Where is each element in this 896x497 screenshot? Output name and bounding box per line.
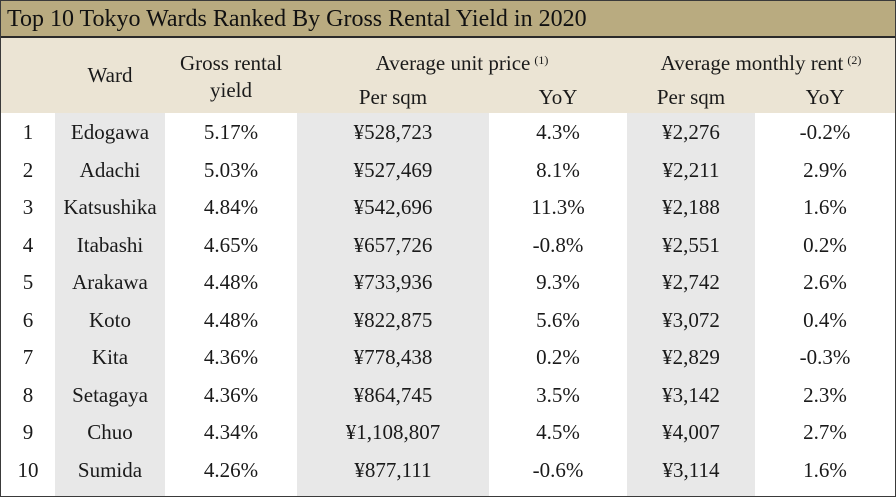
cell-price: ¥733,936	[353, 270, 433, 294]
cell-rent: ¥3,142	[662, 382, 720, 407]
rent-column-bg	[627, 113, 755, 496]
cell-price: ¥528,723	[353, 120, 433, 144]
cell-price-yoy: -0.6%	[532, 457, 584, 482]
cell-ward: Katsushika	[63, 195, 157, 219]
cell-ward: Setagaya	[72, 382, 148, 407]
cell-price-yoy: 4.5%	[536, 420, 580, 444]
cell-price: ¥527,469	[353, 157, 433, 182]
cell-ward: Arakawa	[72, 270, 148, 294]
header-unit-price-label: Average unit price	[375, 51, 531, 75]
cell-ward: Itabashi	[76, 232, 144, 257]
header-rent-per-sqm: Per sqm	[656, 85, 726, 109]
cell-rank: 7	[22, 345, 34, 369]
cell-rent-yoy: -0.3%	[799, 345, 851, 369]
yield-column-bg	[165, 113, 297, 496]
cell-rank: 3	[22, 195, 34, 219]
cell-price: ¥877,111	[354, 457, 432, 482]
cell-yield: 4.65%	[203, 232, 259, 257]
header-gross-yield-line1: Gross rental	[179, 51, 283, 75]
cell-rank: 10	[17, 457, 39, 482]
cell-price: ¥778,438	[353, 345, 433, 369]
cell-yield: 5.17%	[203, 120, 259, 144]
ward-column-bg	[55, 113, 165, 496]
title-bar: Top 10 Tokyo Wards Ranked By Gross Renta…	[1, 1, 895, 38]
header-unit-price-note: (1)	[534, 53, 549, 67]
cell-rent: ¥2,742	[662, 270, 720, 294]
cell-ward: Adachi	[79, 157, 141, 182]
cell-yield: 4.48%	[203, 307, 259, 332]
cell-rent-yoy: 0.2%	[803, 232, 847, 257]
header-monthly-rent: Average monthly rent (2)	[627, 48, 895, 75]
header-band	[1, 38, 895, 113]
cell-rent: ¥2,829	[662, 345, 720, 369]
cell-rent: ¥2,188	[662, 195, 720, 219]
cell-rent: ¥2,211	[662, 157, 720, 182]
header-gross-yield-line2: yield	[210, 78, 252, 102]
cell-rank: 2	[22, 157, 34, 182]
cell-yield: 4.34%	[203, 420, 259, 444]
cell-rent-yoy: 2.6%	[803, 270, 847, 294]
cell-rent: ¥4,007	[662, 420, 720, 444]
cell-rank: 8	[22, 382, 34, 407]
cell-price: ¥542,696	[353, 195, 433, 219]
cell-rent-yoy: 2.7%	[803, 420, 847, 444]
cell-ward: Chuo	[87, 420, 133, 444]
header-unit-price: Average unit price (1)	[297, 48, 627, 75]
cell-rank: 1	[22, 120, 34, 144]
cell-rank: 4	[22, 232, 34, 257]
header-monthly-rent-note: (2)	[847, 53, 862, 67]
cell-ward: Edogawa	[70, 120, 150, 144]
cell-price-yoy: 4.3%	[536, 120, 580, 144]
header-price-per-sqm: Per sqm	[358, 85, 428, 109]
rent-yoy-column-bg	[755, 113, 895, 496]
cell-ward: Sumida	[77, 457, 143, 482]
cell-rent: ¥3,114	[662, 457, 720, 482]
cell-price: ¥822,875	[353, 307, 433, 332]
cell-ward: Kita	[91, 345, 129, 369]
cell-rent-yoy: 1.6%	[803, 195, 847, 219]
cell-rent-yoy: 2.9%	[803, 157, 847, 182]
price-column-bg	[297, 113, 489, 496]
cell-rent-yoy: 2.3%	[803, 382, 847, 407]
cell-price: ¥657,726	[353, 232, 433, 257]
header-rent-yoy: YoY	[805, 85, 845, 109]
table-title: Top 10 Tokyo Wards Ranked By Gross Renta…	[7, 6, 587, 32]
cell-price-yoy: 9.3%	[536, 270, 580, 294]
cell-rent-yoy: -0.2%	[799, 120, 851, 144]
cell-price-yoy: 5.6%	[536, 307, 580, 332]
cell-yield: 4.84%	[203, 195, 259, 219]
cell-rent-yoy: 1.6%	[803, 457, 847, 482]
cell-yield: 4.36%	[203, 382, 259, 407]
header-monthly-rent-label: Average monthly rent	[660, 51, 844, 75]
price-yoy-column-bg	[489, 113, 627, 496]
cell-price-yoy: 0.2%	[536, 345, 580, 369]
cell-yield: 4.48%	[203, 270, 259, 294]
cell-rent-yoy: 0.4%	[803, 307, 847, 332]
cell-price-yoy: 3.5%	[536, 382, 580, 407]
header-price-yoy: YoY	[538, 85, 578, 109]
cell-rent: ¥2,276	[662, 120, 720, 144]
cell-price: ¥864,745	[353, 382, 433, 407]
cell-rank: 6	[22, 307, 34, 332]
cell-rent: ¥2,551	[662, 232, 720, 257]
cell-ward: Koto	[89, 307, 131, 332]
cell-price-yoy: -0.8%	[532, 232, 584, 257]
cell-rank: 9	[22, 420, 34, 444]
cell-price-yoy: 8.1%	[536, 157, 580, 182]
cell-price-yoy: 11.3%	[531, 195, 585, 219]
cell-yield: 4.26%	[203, 457, 259, 482]
cell-rent: ¥3,072	[662, 307, 720, 332]
header-ward: Ward	[87, 63, 133, 87]
cell-yield: 4.36%	[203, 345, 259, 369]
cell-yield: 5.03%	[203, 157, 259, 182]
cell-rank: 5	[22, 270, 34, 294]
cell-price: ¥1,108,807	[345, 420, 441, 444]
rank-column-bg	[1, 113, 55, 496]
